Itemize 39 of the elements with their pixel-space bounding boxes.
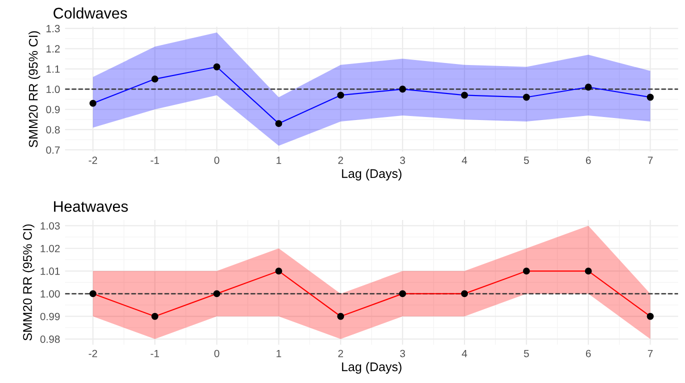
x-tick-label: -2: [88, 156, 98, 164]
x-tick-label: 4: [462, 156, 468, 164]
y-tick-label: 0.7: [46, 146, 60, 154]
x-tick-label: 3: [400, 350, 406, 358]
x-tick-label: 1: [276, 350, 282, 358]
x-tick-label: -2: [88, 350, 98, 358]
x-tick-label: -1: [150, 350, 159, 358]
x-axis-title: Lag (Days): [342, 362, 402, 374]
y-tick-label: 1.1: [46, 66, 60, 73]
y-tick-label: 0.8: [46, 126, 60, 134]
y-tick-label: 1.2: [46, 45, 60, 52]
x-tick-label: 7: [648, 156, 653, 164]
x-axis-title: Lag (Days): [342, 168, 402, 180]
x-tick-label: 1: [276, 156, 282, 164]
y-tick-label: 1.03: [40, 222, 60, 230]
y-tick-label: 1.02: [40, 244, 60, 252]
x-tick-label: 7: [648, 350, 653, 358]
y-tick-label: 0.9: [46, 106, 60, 114]
x-tick-label: 6: [586, 156, 591, 164]
y-tick-label: 0.98: [40, 336, 60, 343]
x-tick-label: 4: [462, 350, 468, 358]
x-tick-label: 0: [214, 350, 220, 358]
x-tick-label: 5: [524, 350, 529, 358]
y-tick-label: 1.00: [40, 290, 60, 298]
x-tick-label: 5: [524, 156, 529, 164]
x-tick-label: -1: [150, 156, 159, 164]
y-tick-label: 0.99: [40, 312, 60, 320]
y-tick-label: 1.0: [46, 86, 60, 94]
y-tick-label: 1.3: [46, 24, 60, 32]
x-tick-label: 2: [338, 156, 344, 164]
chart-title: Coldwaves: [54, 7, 127, 19]
y-tick-label: 1.01: [40, 268, 60, 275]
x-tick-label: 3: [400, 156, 406, 164]
x-tick-label: 2: [338, 350, 344, 358]
x-tick-label: 6: [586, 350, 591, 358]
y-axis-title: SMM20 RR (95% CI): [28, 31, 40, 148]
x-tick-label: 0: [214, 156, 220, 164]
chart-title: Heatwaves: [54, 201, 128, 212]
y-axis-title: SMM20 RR (95% CI): [22, 224, 34, 340]
